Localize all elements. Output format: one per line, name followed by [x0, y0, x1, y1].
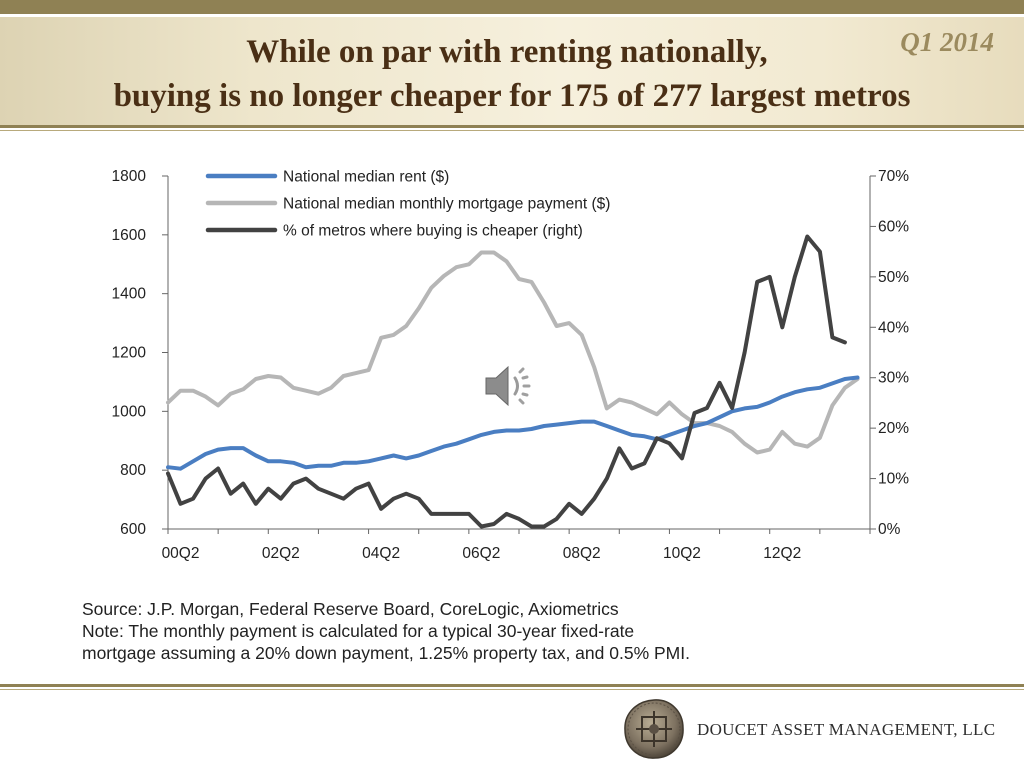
chart: 600 800 1000 1200 1400 1600 1800 0% 10% 20% 30% 40%… [112, 168, 910, 562]
header-divider [0, 125, 1024, 128]
y-right-tick-label: 10% [878, 471, 909, 488]
legend-label: National median rent ($) [283, 169, 449, 186]
series-line-0 [166, 375, 860, 471]
y-left-tick-label: 1800 [112, 168, 147, 185]
y-right-tick-label: 0% [878, 521, 901, 538]
chart-legend: National median rent ($) National median … [205, 169, 610, 240]
chart-ticks: 600 800 1000 1200 1400 1600 1800 0% 10% 20% 30% 40%… [112, 168, 910, 562]
header-divider-thin [0, 130, 1024, 131]
y-right-tick-label: 70% [878, 168, 909, 185]
y-left-tick-label: 1200 [112, 345, 147, 362]
footer-divider-thin [0, 689, 1024, 690]
x-tick-label: 04Q2 [362, 545, 400, 562]
y-left-tick-label: 800 [120, 462, 146, 479]
title-line-1: While on par with renting nationally, [246, 34, 768, 70]
y-right-tick-label: 50% [878, 269, 909, 286]
y-right-tick-label: 30% [878, 370, 909, 387]
legend-label: % of metros where buying is cheaper (rig… [283, 223, 583, 240]
footer-divider [0, 684, 1024, 687]
legend-label: National median monthly mortgage payment… [283, 196, 610, 213]
company-name: DOUCET ASSET MANAGEMENT, LLC [697, 720, 996, 739]
y-left-tick-label: 1600 [112, 227, 147, 244]
coin-logo-icon [624, 699, 684, 759]
y-left-tick-label: 600 [120, 521, 146, 538]
x-tick-label: 00Q2 [162, 545, 200, 562]
chart-series [166, 234, 860, 529]
page-title: While on par with renting nationally, bu… [0, 30, 1024, 118]
source-line: Source: J.P. Morgan, Federal Reserve Boa… [82, 599, 619, 619]
note-line-1: Note: The monthly payment is calculated … [82, 621, 635, 641]
x-tick-label: 06Q2 [462, 545, 500, 562]
top-band [0, 0, 1024, 14]
x-tick-label: 12Q2 [763, 545, 801, 562]
y-right-tick-label: 40% [878, 319, 909, 336]
x-tick-label: 08Q2 [563, 545, 601, 562]
y-right-tick-label: 60% [878, 218, 909, 235]
series-line-1 [166, 250, 860, 455]
source-notes: Source: J.P. Morgan, Federal Reserve Boa… [82, 598, 690, 664]
note-line-2: mortgage assuming a 20% down payment, 1.… [82, 643, 690, 663]
y-left-tick-label: 1400 [112, 286, 147, 303]
header-banner [0, 17, 1024, 125]
series-line-2 [166, 234, 847, 529]
speaker-icon[interactable] [482, 362, 538, 410]
title-line-2: buying is no longer cheaper for 175 of 2… [113, 78, 911, 114]
quarter-label: Q1 2014 [900, 27, 994, 57]
x-tick-label: 10Q2 [663, 545, 701, 562]
y-right-tick-label: 20% [878, 420, 909, 437]
y-left-tick-label: 1000 [112, 403, 147, 420]
x-tick-label: 02Q2 [262, 545, 300, 562]
